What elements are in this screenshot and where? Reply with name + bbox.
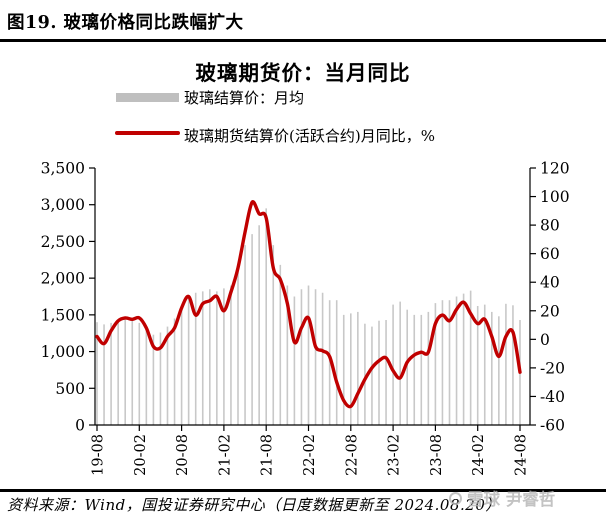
svg-text:20-02: 20-02 <box>133 434 149 476</box>
left-axis-labels: 0 500 1,000 1,500 2,000 2,500 3,000 3,500 <box>41 160 95 435</box>
legend-line-label: 玻璃期货结算价(活跃合约)月同比，% <box>184 127 435 145</box>
svg-text:22-08: 22-08 <box>344 434 360 476</box>
axes <box>94 168 531 426</box>
svg-text:0: 0 <box>75 417 85 435</box>
svg-text:80: 80 <box>540 217 560 235</box>
svg-text:-20: -20 <box>540 359 565 377</box>
bars-series <box>96 208 521 425</box>
legend-bar-swatch <box>116 93 179 102</box>
svg-text:120: 120 <box>540 160 570 178</box>
svg-text:23-02: 23-02 <box>387 434 403 476</box>
plot-svg: 0 500 1,000 1,500 2,000 2,500 3,000 3,500 -60 -40… <box>41 160 570 476</box>
svg-text:-40: -40 <box>540 388 565 406</box>
header-divider <box>0 39 606 42</box>
svg-text:20-08: 20-08 <box>175 434 191 476</box>
svg-text:24-02: 24-02 <box>471 434 487 476</box>
svg-text:21-02: 21-02 <box>217 434 233 476</box>
svg-text:3,500: 3,500 <box>41 160 85 178</box>
svg-text:-60: -60 <box>540 417 565 435</box>
yoy-line <box>95 200 522 409</box>
svg-text:3,000: 3,000 <box>41 196 85 214</box>
right-axis-labels: -60 -40 -20 0 20 40 60 80 100 120 <box>530 160 570 435</box>
source-note: 资料来源：Wind，国投证券研究中心（日度数据更新至 2024.08.20） <box>7 496 501 514</box>
svg-text:2,500: 2,500 <box>41 233 85 251</box>
svg-text:100: 100 <box>540 188 570 206</box>
svg-text:2,000: 2,000 <box>41 270 85 288</box>
svg-text:40: 40 <box>540 274 560 292</box>
x-axis-labels: 19-08 20-02 20-08 21-02 21-08 22-02 22-08 23-02… <box>91 425 530 476</box>
watermark: 雪球 尹睿哲 <box>449 486 555 510</box>
footer-divider <box>0 489 606 492</box>
svg-text:1,500: 1,500 <box>41 306 85 324</box>
svg-text:19-08: 19-08 <box>91 434 107 476</box>
svg-text:500: 500 <box>55 380 85 398</box>
svg-text:20: 20 <box>540 302 560 320</box>
svg-text:23-08: 23-08 <box>429 434 445 476</box>
legend-bar-label: 玻璃结算价：月均 <box>184 89 305 107</box>
svg-text:21-08: 21-08 <box>260 434 276 476</box>
svg-text:24-08: 24-08 <box>514 434 530 476</box>
svg-text:22-02: 22-02 <box>302 434 318 476</box>
snowball-logo-icon <box>449 491 462 505</box>
svg-text:1,000: 1,000 <box>41 343 85 361</box>
legend-line-swatch <box>115 131 180 135</box>
watermark-text: 雪球 尹睿哲 <box>467 490 556 509</box>
figure-title: 图19. 玻璃价格同比跌幅扩大 <box>7 13 244 33</box>
chart-title: 玻璃期货价：当月同比 <box>195 61 411 85</box>
svg-text:60: 60 <box>540 245 560 263</box>
plot-area: 0 500 1,000 1,500 2,000 2,500 3,000 3,500 -60 -40… <box>0 150 606 485</box>
svg-text:0: 0 <box>540 331 550 349</box>
